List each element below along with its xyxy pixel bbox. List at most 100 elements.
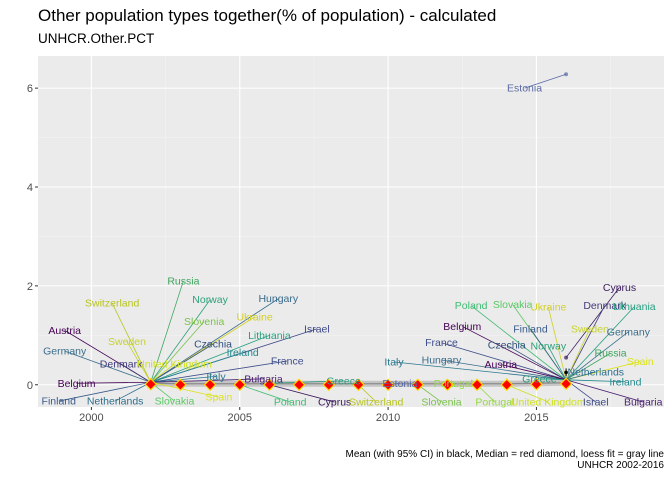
label-connector (470, 305, 567, 381)
label-connector (126, 341, 152, 383)
point-label: Slovakia (493, 299, 533, 311)
label-connector (566, 379, 626, 383)
label-connector (111, 303, 152, 383)
point-label: Israel (583, 397, 609, 409)
point-label: Israel (304, 323, 330, 335)
point-label: Denmark (583, 300, 626, 312)
median-diamond (203, 378, 217, 392)
point-label: Bulgaria (624, 397, 663, 409)
median-diamond (174, 378, 187, 392)
point-label: Russia (167, 275, 199, 287)
label-connector (565, 287, 620, 358)
label-connector (462, 326, 567, 381)
median-diamond (263, 378, 276, 392)
label-connector (530, 328, 567, 381)
label-connector (500, 364, 567, 381)
point-label: Poland (455, 300, 488, 312)
point-label: Slovakia (155, 396, 195, 408)
point-label: Estonia (507, 83, 542, 95)
point-label: Italy (384, 357, 404, 369)
plot-panel (38, 56, 664, 407)
chart-caption-line2: UNHCR 2002-2016 (577, 460, 664, 471)
median-diamond (352, 378, 365, 392)
chart-subtitle: UNHCR.Other.PCT (38, 31, 155, 46)
point-label: Russia (595, 348, 627, 360)
point-label: Sweden (571, 323, 609, 335)
label-connector (565, 305, 606, 380)
median-diamond (470, 378, 484, 392)
label-connector (547, 307, 567, 380)
point-label: Lithuania (613, 301, 656, 313)
label-connector (565, 371, 596, 381)
label-connector (58, 381, 151, 402)
point-label: Finland (42, 396, 77, 408)
x-tick-label: 2000 (79, 412, 103, 424)
point-label: Finland (513, 323, 548, 335)
point-label: Norway (530, 341, 566, 353)
point-label: Slovenia (421, 397, 461, 409)
label-connector (150, 352, 243, 383)
point-label: Germany (607, 326, 651, 338)
point-label: Ukraine (236, 312, 272, 324)
point-label: Ukraine (530, 302, 566, 314)
y-tick-label: 2 (27, 281, 33, 293)
label-connector (539, 378, 567, 381)
point-label: Cyprus (318, 397, 351, 409)
median-diamond (441, 378, 454, 392)
label-connector (150, 334, 270, 383)
label-connector (565, 306, 635, 381)
y-tick-label: 4 (27, 182, 33, 194)
label-connector (547, 346, 567, 380)
point-label: Netherlands (567, 366, 624, 378)
median-diamond (411, 378, 425, 392)
label-connector (565, 328, 591, 380)
median-diamond (322, 378, 336, 392)
point-label: Greece (326, 375, 361, 387)
median-diamond (381, 378, 395, 392)
x-tick-label: 2010 (376, 412, 400, 424)
median-diamond (530, 377, 543, 391)
median-diamond (292, 378, 306, 392)
point-label: Ireland (609, 376, 641, 388)
median-diamond (233, 378, 247, 392)
point-label: Norway (192, 294, 228, 306)
point-label: Estonia (382, 378, 417, 390)
point-label: France (425, 337, 458, 349)
label-connector (269, 384, 335, 403)
label-connector (150, 363, 175, 383)
label-connector (565, 352, 611, 381)
y-tick-label: 6 (27, 83, 33, 95)
data-point (564, 355, 569, 360)
point-label: Belgium (58, 378, 96, 390)
point-label: Hungary (258, 293, 298, 305)
point-label: Slovenia (184, 316, 224, 328)
point-label: Austria (48, 325, 81, 337)
point-label: Spain (627, 356, 654, 368)
label-connector (239, 384, 291, 403)
point-label: Cyprus (603, 282, 636, 294)
label-connector (506, 344, 567, 381)
label-connector (76, 381, 151, 384)
mean-point (564, 370, 568, 375)
label-connector (506, 384, 549, 403)
label-connector (524, 73, 567, 89)
point-label: Lithuania (248, 330, 291, 342)
median-diamond (500, 378, 514, 392)
label-connector (114, 381, 151, 402)
x-tick-label: 2005 (228, 412, 252, 424)
point-label: Portugal (475, 397, 514, 409)
label-connector (64, 350, 151, 383)
label-connector (150, 378, 264, 383)
point-label: Belgium (443, 321, 481, 333)
label-connector (393, 361, 567, 381)
point-label: Austria (484, 359, 517, 371)
point-label: United Kingdom (511, 397, 586, 409)
point-label: Portugal (434, 378, 473, 390)
point-label: Spain (206, 392, 233, 404)
label-connector (150, 321, 205, 383)
point-label: Switzerland (85, 298, 139, 310)
point-label: Czechia (194, 339, 232, 351)
label-connector (565, 331, 629, 381)
label-connector (120, 363, 151, 383)
